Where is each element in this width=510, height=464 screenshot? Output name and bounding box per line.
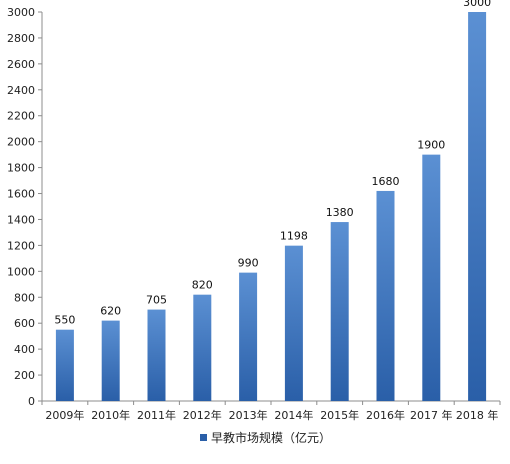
y-tick-label: 1000 xyxy=(7,265,35,278)
y-tick-label: 1800 xyxy=(7,162,35,175)
y-tick-label: 2000 xyxy=(7,136,35,149)
x-tick-label: 2018 年 xyxy=(456,408,499,422)
bar xyxy=(330,222,349,401)
bar-series xyxy=(55,12,487,401)
data-labels: 550 620 705 820 990 1198 1380 1680 1900 3000 xyxy=(54,0,491,327)
y-tick-label: 800 xyxy=(14,291,35,304)
bar xyxy=(193,294,212,401)
bar xyxy=(147,309,166,401)
bar xyxy=(422,154,441,401)
y-tick-label: 1600 xyxy=(7,188,35,201)
y-tick-label: 600 xyxy=(14,317,35,330)
x-axis: 2009年 2010年 2011年 2012年 2013年 2014年 2015年 2016年… xyxy=(41,400,501,422)
bar-value-label: 1198 xyxy=(280,230,308,243)
bar xyxy=(468,12,487,401)
x-tick-label: 2014年 xyxy=(274,408,313,422)
bar xyxy=(284,245,303,401)
bar-value-label: 1380 xyxy=(326,206,354,219)
bar xyxy=(376,190,395,401)
x-tick-label: 2010年 xyxy=(91,408,130,422)
x-tick-label: 2016年 xyxy=(366,408,405,422)
y-tick-label: 200 xyxy=(14,369,35,382)
legend-swatch xyxy=(200,434,207,441)
y-tick-label: 1400 xyxy=(7,213,35,226)
y-tick-label: 2400 xyxy=(7,84,35,97)
x-tick-label: 2017 年 xyxy=(410,408,453,422)
bar-value-label: 1900 xyxy=(417,139,445,152)
bar-value-label: 550 xyxy=(54,314,75,327)
legend: 早教市场规模（亿元） xyxy=(200,430,331,445)
x-tick-label: 2012年 xyxy=(183,408,222,422)
y-tick-label: 2200 xyxy=(7,110,35,123)
bar-value-label: 3000 xyxy=(463,0,491,9)
bar xyxy=(101,320,120,401)
x-tick-label: 2009年 xyxy=(45,408,84,422)
y-tick-label: 3000 xyxy=(7,6,35,19)
x-tick-label: 2013年 xyxy=(229,408,268,422)
y-tick-label: 400 xyxy=(14,343,35,356)
bar-value-label: 820 xyxy=(192,279,213,292)
bar-value-label: 1680 xyxy=(372,175,400,188)
y-tick-label: 1200 xyxy=(7,239,35,252)
y-tick-label: 2800 xyxy=(7,32,35,45)
legend-label: 早教市场规模（亿元） xyxy=(211,430,331,445)
bar-value-label: 620 xyxy=(100,305,121,318)
bar-value-label: 705 xyxy=(146,294,167,307)
bar-value-label: 990 xyxy=(238,257,259,270)
y-tick-label: 0 xyxy=(28,395,35,408)
y-axis: 0 200 400 600 800 1000 1200 1400 1600 1800 2000 220… xyxy=(7,6,43,408)
y-tick-label: 2600 xyxy=(7,58,35,71)
bar xyxy=(239,272,258,401)
bar xyxy=(55,329,74,401)
x-tick-label: 2011年 xyxy=(137,408,176,422)
x-tick-label: 2015年 xyxy=(320,408,359,422)
